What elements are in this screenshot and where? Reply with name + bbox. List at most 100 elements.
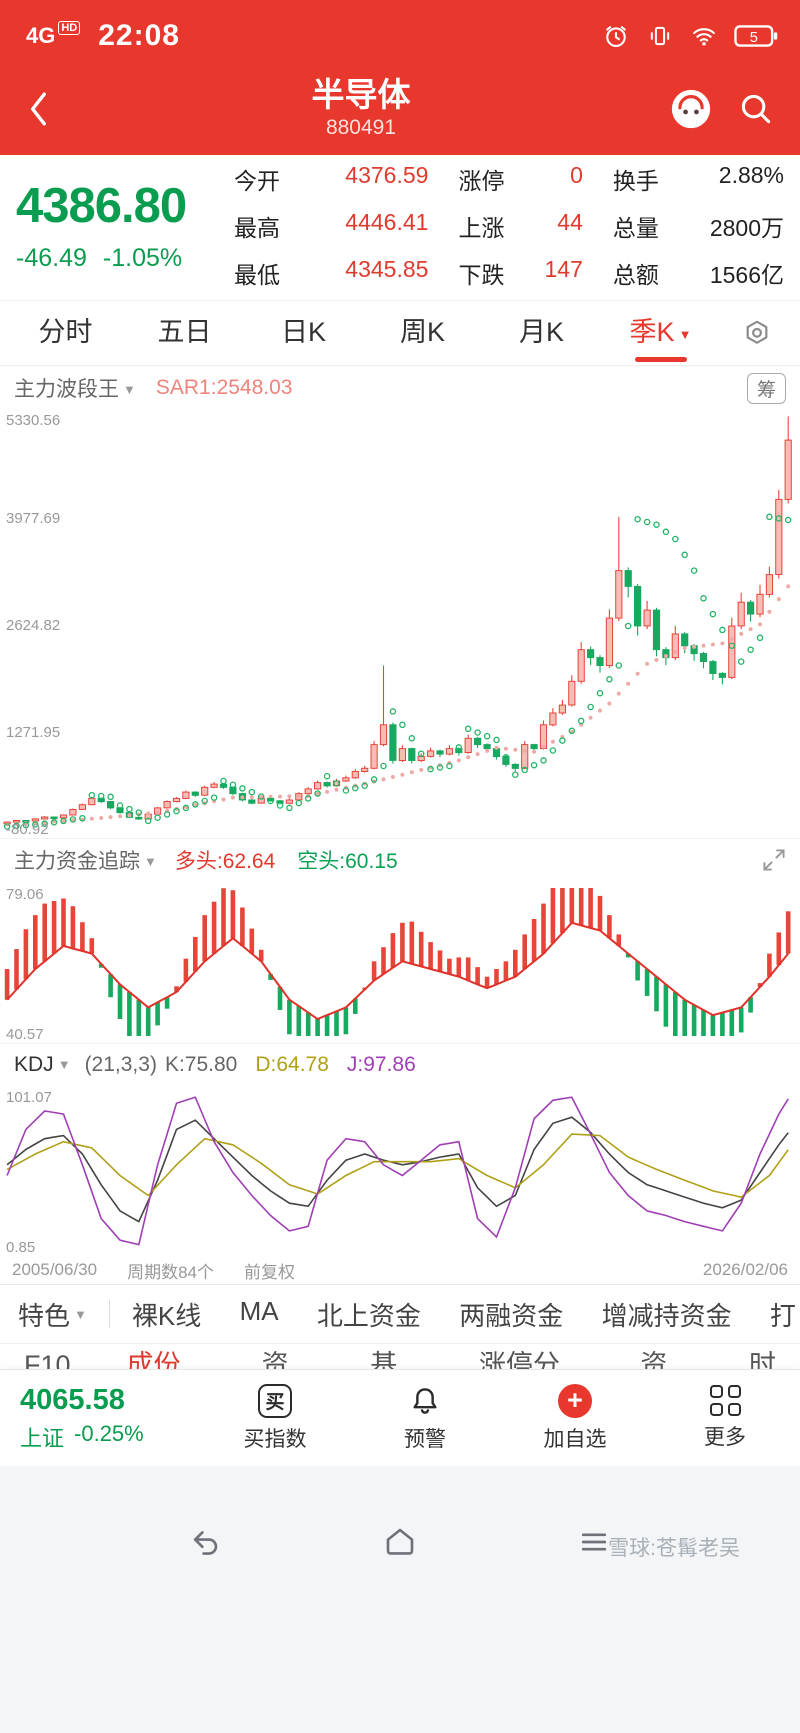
- feature-item-northbound[interactable]: 北上资金: [316, 1300, 421, 1331]
- tab-monthly-k[interactable]: 月K: [518, 317, 564, 347]
- sar-value: SAR1:2548.03: [155, 376, 293, 399]
- menu-item-f10[interactable]: F10: [24, 1350, 71, 1369]
- stat-value: 4446.41: [345, 208, 429, 235]
- grid-icon: [709, 1385, 741, 1416]
- kdj-chart[interactable]: 101.07 0.85: [0, 1086, 800, 1256]
- bottom-action-bar: 4065.58 上证 -0.25% 买 买指数 预警 + 加自选 更多: [0, 1369, 800, 1466]
- feature-menu-row: 特色 ▼ 裸K线 MA 北上资金 两融资金 增减持资金 打: [0, 1284, 800, 1343]
- fund-tracking-panel: 主力资金追踪 ▼ 多头:62.64 空头:60.15 79.06 40.57: [0, 838, 800, 1043]
- chart-settings-button[interactable]: [720, 301, 794, 365]
- nav-recents-icon[interactable]: [576, 1524, 612, 1560]
- vibrate-icon: [650, 26, 670, 46]
- divider: [108, 1300, 110, 1328]
- kdj-panel: KDJ ▼ (21,3,3) K:75.80 D:64.78 J:97.86 10…: [0, 1043, 800, 1256]
- kdj-indicator-dropdown[interactable]: KDJ ▼: [14, 1053, 71, 1076]
- svg-text:3977.69: 3977.69: [6, 510, 60, 527]
- hd-badge: HD: [58, 21, 81, 35]
- buy-icon: 买: [258, 1383, 292, 1418]
- stat-value: 2.88%: [718, 161, 784, 188]
- menu-item-constituents[interactable]: 成份股: [126, 1350, 181, 1369]
- index-change: -0.25%: [74, 1420, 144, 1446]
- quote-panel: 4386.80 -46.49 -1.05% 今开 4376.59 涨停 0 换手 2.8…: [0, 155, 800, 301]
- alert-button[interactable]: 预警: [350, 1384, 500, 1453]
- d-value: D:64.78: [255, 1053, 329, 1076]
- menu-item-limit-analysis[interactable]: 涨停分析: [478, 1350, 560, 1369]
- active-tab-underline: [634, 357, 687, 362]
- svg-text:5330.56: 5330.56: [6, 412, 60, 429]
- app-header: 半导体 880491: [0, 62, 800, 155]
- stat-label: 总量: [612, 214, 659, 241]
- stat-label: 涨停: [458, 167, 505, 194]
- bell-icon: [413, 1387, 437, 1414]
- nav-home-icon[interactable]: [382, 1524, 418, 1560]
- gear-icon: [746, 320, 768, 344]
- stat-label: 最高: [234, 214, 280, 241]
- feature-item-ma[interactable]: MA: [239, 1295, 279, 1326]
- stock-code: 880491: [325, 116, 397, 140]
- feature-dropdown[interactable]: 特色 ▼: [18, 1300, 87, 1331]
- nav-back-icon[interactable]: [188, 1524, 224, 1560]
- feature-item-margin[interactable]: 两融资金: [459, 1300, 564, 1331]
- stat-value: 0: [570, 161, 583, 188]
- stat-value: 44: [557, 208, 583, 235]
- tab-daily-k[interactable]: 日K: [280, 317, 326, 347]
- period-tabs: 分时 五日 日K 周K 月K 季K ▼: [0, 301, 800, 366]
- bear-value: 空头:60.15: [297, 850, 398, 873]
- period-count: 周期数84个: [127, 1262, 215, 1282]
- tab-minute[interactable]: 分时: [38, 317, 93, 347]
- price-change: -46.49 -1.05%: [16, 244, 183, 272]
- more-button[interactable]: 更多: [650, 1385, 800, 1451]
- fund-tracking-chart[interactable]: 79.06 40.57: [0, 881, 800, 1043]
- stat-value: 1566亿: [709, 261, 784, 288]
- end-date: 2026/02/06: [702, 1260, 788, 1279]
- status-time: 22:08: [98, 19, 180, 52]
- stat-value: 4345.85: [345, 255, 429, 282]
- svg-text:79.06: 79.06: [6, 886, 44, 903]
- feature-item-clipped[interactable]: 打: [769, 1300, 796, 1331]
- buy-index-button[interactable]: 买 买指数: [200, 1383, 350, 1453]
- menu-item-clipped[interactable]: 时: [749, 1350, 776, 1369]
- main-kline-chart[interactable]: 5330.56 3977.69 2624.82 1271.95 -80.92: [0, 410, 800, 838]
- battery-icon: 5: [734, 25, 778, 47]
- page-title: 半导体: [311, 76, 411, 114]
- adjust-mode: 前复权: [244, 1262, 296, 1282]
- menu-item-news[interactable]: 资讯: [261, 1350, 289, 1369]
- secondary-menu-row-clipped: F10 成份股 资讯 基金 涨停分析 资金 时: [0, 1343, 800, 1369]
- svg-text:-80.92: -80.92: [6, 821, 49, 838]
- index-quote-block[interactable]: 4065.58 上证 -0.25%: [0, 1384, 200, 1453]
- feature-item-holdings[interactable]: 增减持资金: [601, 1300, 732, 1331]
- add-watchlist-button[interactable]: + 加自选: [543, 1383, 607, 1451]
- feature-item-naked-k[interactable]: 裸K线: [131, 1300, 202, 1331]
- stat-value: 4376.59: [345, 161, 429, 188]
- live-icon[interactable]: [670, 88, 712, 130]
- main-indicator-dropdown[interactable]: 主力波段王 ▼: [14, 378, 136, 401]
- chart-footer: 2005/06/30 周期数84个 前复权 2026/02/06: [0, 1256, 800, 1284]
- k-value: K:75.80: [164, 1053, 238, 1076]
- menu-item-capital[interactable]: 资金: [640, 1350, 668, 1369]
- tab-weekly-k[interactable]: 周K: [399, 317, 445, 347]
- expand-icon[interactable]: [762, 848, 786, 872]
- tab-quarterly-k[interactable]: 季K ▼: [601, 301, 720, 365]
- status-bar: 4G HD 22:08 5: [0, 0, 800, 62]
- back-icon[interactable]: [26, 90, 52, 128]
- android-nav-area: 雪球:苍髯老吴: [0, 1466, 800, 1733]
- chevron-down-icon: ▼: [74, 1306, 87, 1322]
- j-value: J:97.86: [346, 1053, 416, 1076]
- stat-label: 上涨: [458, 214, 505, 241]
- stat-label: 最低: [234, 261, 280, 288]
- panel2-indicator-dropdown[interactable]: 主力资金追踪 ▼: [14, 850, 157, 873]
- plus-icon: +: [558, 1383, 592, 1418]
- stat-value: 147: [544, 255, 583, 282]
- kdj-params: (21,3,3): [84, 1053, 157, 1076]
- menu-item-funds[interactable]: 基金: [370, 1350, 398, 1369]
- chevron-down-icon: ▼: [123, 382, 136, 397]
- wifi-icon: [693, 28, 715, 46]
- index-name: 上证: [20, 1425, 65, 1451]
- alarm-icon: [606, 26, 626, 47]
- tab-5day[interactable]: 五日: [157, 317, 212, 347]
- search-icon[interactable]: [738, 91, 774, 127]
- current-price: 4386.80: [16, 179, 187, 233]
- chip-distribution-badge[interactable]: 筹: [746, 372, 786, 404]
- top-red-area: 4G HD 22:08 5 半导体 880491: [0, 0, 800, 155]
